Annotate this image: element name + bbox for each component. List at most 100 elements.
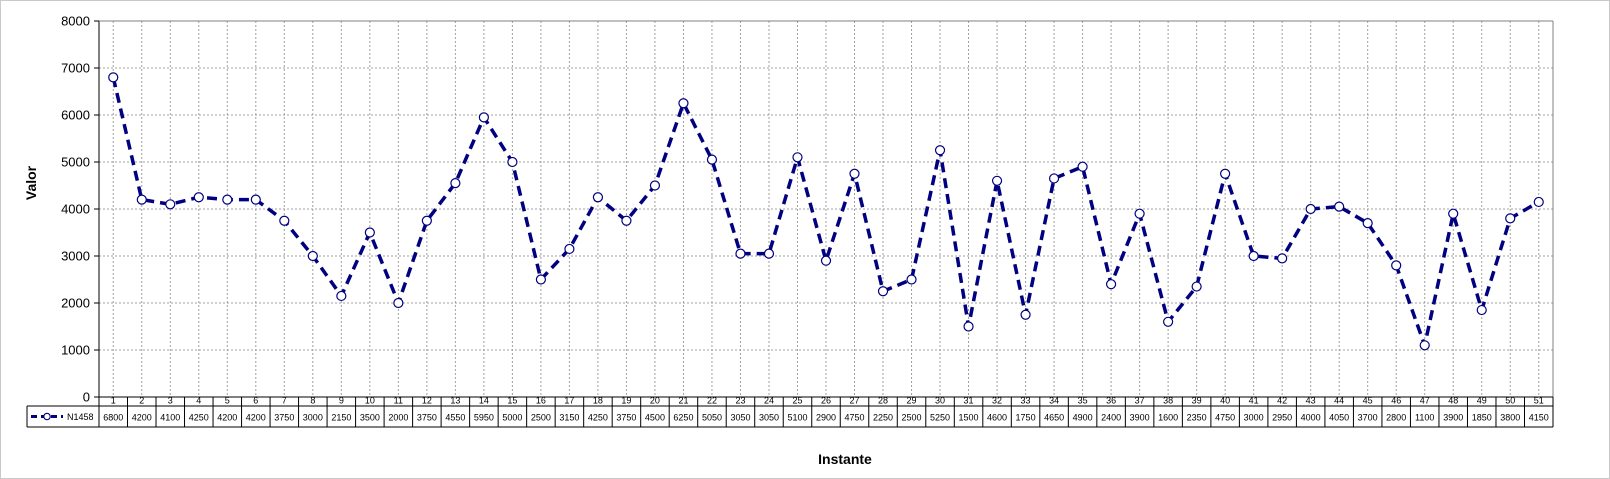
- data-point-marker: [1077, 161, 1088, 172]
- table-value-cell: 4250: [588, 413, 608, 423]
- table-value-cell: 4750: [844, 413, 864, 423]
- x-category-label: 16: [536, 396, 546, 406]
- x-category-label: 27: [850, 396, 860, 406]
- table-value-cell: 3700: [1358, 413, 1378, 423]
- data-point-marker: [478, 112, 489, 123]
- x-category-label: 42: [1277, 396, 1287, 406]
- x-category-label: 50: [1505, 396, 1515, 406]
- data-point-marker: [1505, 213, 1516, 224]
- table-value-cell: 3000: [1244, 413, 1264, 423]
- table-value-cell: 2000: [388, 413, 408, 423]
- data-point-marker: [820, 255, 832, 266]
- table-value-cell: 4150: [1529, 413, 1549, 423]
- x-category-label: 34: [1049, 396, 1059, 406]
- table-value-cell: 3750: [274, 413, 294, 423]
- table-value-cell: 3900: [1443, 413, 1463, 423]
- y-tick-label: 4000: [61, 202, 90, 217]
- table-value-cell: 1600: [1158, 413, 1178, 423]
- table-value-cell: 4200: [246, 413, 266, 423]
- data-point-marker: [735, 248, 746, 259]
- data-point-marker: [165, 199, 176, 210]
- data-point-marker: [222, 194, 233, 205]
- x-category-label: 36: [1106, 396, 1116, 406]
- x-category-label: 24: [764, 396, 774, 406]
- data-point-marker: [1048, 173, 1060, 184]
- data-point-marker: [393, 297, 404, 309]
- table-value-cell: 2250: [873, 413, 893, 423]
- table-value-cell: 4600: [987, 413, 1007, 423]
- x-category-label: 8: [310, 396, 315, 406]
- data-point-marker: [108, 72, 119, 83]
- data-point-marker: [1220, 168, 1231, 179]
- y-tick-label: 7000: [61, 61, 90, 76]
- table-value-cell: 4050: [1329, 413, 1349, 423]
- table-value-cell: 2500: [902, 413, 922, 423]
- x-category-label: 47: [1420, 396, 1430, 406]
- table-value-cell: 1850: [1472, 413, 1492, 423]
- data-point-marker: [307, 250, 318, 262]
- table-value-cell: 5250: [930, 413, 950, 423]
- table-value-cell: 4550: [445, 413, 465, 423]
- series-line-n1458: [111, 77, 1540, 348]
- data-point-marker: [991, 175, 1003, 186]
- x-category-label: 26: [821, 396, 831, 406]
- table-value-cell: 3150: [559, 413, 579, 423]
- y-tick-label: 3000: [61, 249, 90, 264]
- table-value-cell: 1100: [1415, 413, 1434, 423]
- table-value-cell: 4100: [160, 413, 180, 423]
- table-value-cell: 5000: [502, 413, 522, 423]
- x-category-label: 10: [365, 396, 375, 406]
- data-point-marker: [592, 192, 604, 203]
- x-category-label: 5: [225, 396, 230, 406]
- data-point-marker: [1419, 340, 1430, 351]
- table-value-cell: 2400: [1101, 413, 1121, 423]
- data-point-marker: [279, 215, 290, 226]
- data-point-marker: [421, 215, 432, 226]
- table-value-cell: 1750: [1016, 413, 1036, 423]
- data-point-marker: [1362, 218, 1373, 229]
- x-category-label: 29: [907, 396, 917, 406]
- x-category-label: 35: [1078, 396, 1088, 406]
- table-value-cell: 4000: [1301, 413, 1321, 423]
- table-value-cell: 5100: [787, 413, 807, 423]
- data-point-marker: [963, 321, 974, 332]
- x-category-label: 20: [650, 396, 660, 406]
- x-category-label: 1: [111, 396, 116, 406]
- data-point-marker: [649, 180, 661, 191]
- data-point-marker: [193, 192, 204, 203]
- x-category-label: 41: [1249, 396, 1259, 406]
- x-category-label: 12: [422, 396, 432, 406]
- x-category-label: 2: [139, 396, 144, 406]
- x-category-label: 11: [394, 396, 403, 406]
- data-point-marker: [1105, 279, 1117, 290]
- x-category-label: 3: [168, 396, 173, 406]
- x-category-label: 19: [621, 396, 631, 406]
- table-value-cell: 5050: [702, 413, 722, 423]
- table-value-cell: 2800: [1386, 413, 1406, 423]
- table-value-cell: 6250: [673, 413, 693, 423]
- data-point-marker: [1305, 203, 1316, 215]
- data-point-marker: [535, 274, 547, 285]
- y-tick-label: 8000: [61, 14, 90, 29]
- data-point-marker: [136, 194, 147, 205]
- table-value-cell: 3800: [1500, 413, 1520, 423]
- x-category-label: 25: [792, 396, 802, 406]
- x-category-label: 45: [1363, 396, 1373, 406]
- x-category-label: 15: [507, 396, 517, 406]
- x-category-label: 38: [1163, 396, 1173, 406]
- table-value-cell: 2150: [331, 413, 351, 423]
- data-point-marker: [250, 194, 261, 205]
- data-point-marker: [706, 154, 718, 165]
- x-category-label: 22: [707, 396, 717, 406]
- data-point-marker: [792, 152, 803, 163]
- y-tick-label: 0: [83, 390, 90, 405]
- data-point-marker: [1448, 208, 1459, 219]
- x-category-label: 28: [878, 396, 888, 406]
- x-category-label: 44: [1334, 396, 1344, 406]
- x-category-label: 37: [1135, 396, 1145, 406]
- table-value-cell: 5950: [474, 413, 494, 423]
- table-value-cell: 1500: [959, 413, 979, 423]
- x-axis-title: Instante: [818, 451, 872, 467]
- table-value-cell: 3750: [417, 413, 437, 423]
- table-value-cell: 3750: [616, 413, 636, 423]
